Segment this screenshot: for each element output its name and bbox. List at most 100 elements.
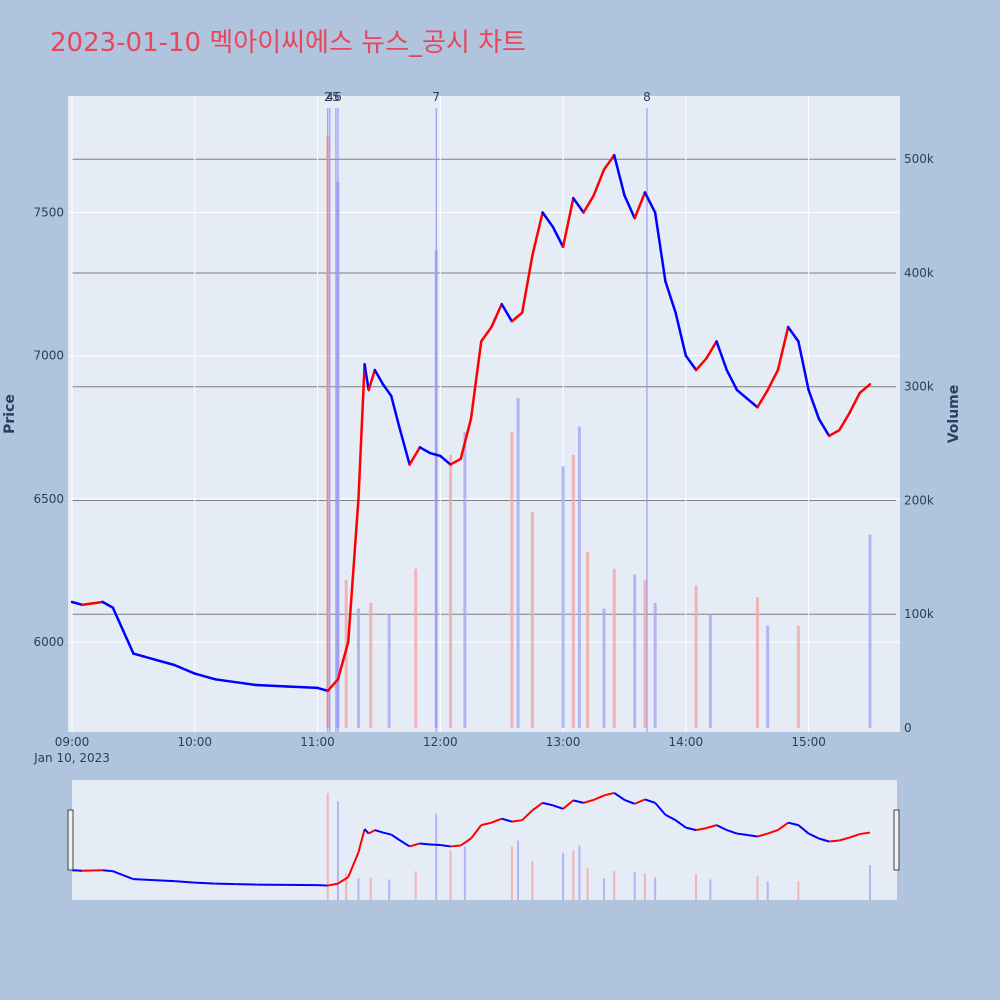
navigator-volume-bar <box>578 845 581 900</box>
volume-bar[interactable] <box>755 597 759 728</box>
volume-bar[interactable] <box>463 432 467 728</box>
price-segment[interactable] <box>705 340 718 360</box>
price-segment[interactable] <box>91 600 104 605</box>
price-segment[interactable] <box>633 191 647 220</box>
price-segment[interactable] <box>428 451 442 458</box>
volume-bar[interactable] <box>356 608 360 728</box>
price-segment[interactable] <box>389 394 401 429</box>
price-segment[interactable] <box>70 600 84 607</box>
price-segment[interactable] <box>807 388 821 420</box>
price-segment[interactable] <box>381 383 393 398</box>
price-segment[interactable] <box>418 446 432 455</box>
volume-bar[interactable] <box>510 432 514 728</box>
price-segment[interactable] <box>541 211 555 229</box>
price-segment[interactable] <box>316 686 330 693</box>
volume-bar[interactable] <box>449 454 453 728</box>
volume-bar[interactable] <box>530 511 534 728</box>
price-segment[interactable] <box>582 194 596 214</box>
price-segment[interactable] <box>838 411 851 432</box>
volume-bar[interactable] <box>387 614 391 728</box>
price-segment[interactable] <box>694 357 708 372</box>
price-segment[interactable] <box>623 194 636 220</box>
price-segment[interactable] <box>132 652 145 658</box>
price-segment[interactable] <box>664 279 677 314</box>
price-segment[interactable] <box>439 454 452 466</box>
navigator-right-handle[interactable] <box>893 809 900 871</box>
price-segment[interactable] <box>254 683 289 688</box>
price-segment[interactable] <box>561 196 575 249</box>
price-segment[interactable] <box>363 363 370 392</box>
price-segment[interactable] <box>357 363 366 501</box>
price-segment[interactable] <box>346 497 360 644</box>
price-segment[interactable] <box>326 678 340 693</box>
volume-bar[interactable] <box>766 625 770 728</box>
price-segment[interactable] <box>285 685 319 690</box>
price-segment[interactable] <box>152 658 176 667</box>
price-segment[interactable] <box>674 311 688 357</box>
volume-bar[interactable] <box>561 466 565 728</box>
price-segment[interactable] <box>490 302 503 329</box>
price-segment[interactable] <box>817 417 831 438</box>
price-segment[interactable] <box>715 340 729 372</box>
volume-bar[interactable] <box>612 568 616 728</box>
price-segment[interactable] <box>213 678 237 684</box>
price-segment[interactable] <box>173 663 197 675</box>
price-segment[interactable] <box>500 302 514 323</box>
price-segment[interactable] <box>520 254 534 314</box>
price-segment[interactable] <box>776 325 790 372</box>
volume-bar[interactable] <box>516 398 520 728</box>
volume-bar[interactable] <box>369 602 373 728</box>
price-segment[interactable] <box>142 655 156 661</box>
price-segment[interactable] <box>336 640 350 681</box>
price-segment[interactable] <box>398 426 411 466</box>
price-segment[interactable] <box>408 446 422 466</box>
volume-bar[interactable] <box>643 580 647 728</box>
price-segment[interactable] <box>510 311 524 323</box>
price-segment[interactable] <box>111 606 125 632</box>
price-segment[interactable] <box>592 168 606 197</box>
price-segment[interactable] <box>735 388 749 400</box>
price-segment[interactable] <box>373 368 385 386</box>
volume-bar[interactable] <box>414 568 418 728</box>
price-segment[interactable] <box>234 680 258 687</box>
price-segment[interactable] <box>449 457 463 466</box>
volume-bar[interactable] <box>571 454 575 728</box>
volume-bar[interactable] <box>796 625 800 728</box>
price-segment[interactable] <box>479 325 493 343</box>
volume-bar[interactable] <box>694 585 698 728</box>
price-segment[interactable] <box>756 388 769 409</box>
price-segment[interactable] <box>827 428 841 438</box>
price-segment[interactable] <box>602 153 616 171</box>
price-segment[interactable] <box>643 191 657 214</box>
price-segment[interactable] <box>766 368 780 392</box>
price-segment[interactable] <box>786 325 800 343</box>
volume-tick-label: 300k <box>904 380 934 394</box>
volume-bar[interactable] <box>602 608 606 728</box>
price-segment[interactable] <box>572 196 585 214</box>
price-segment[interactable] <box>193 672 217 681</box>
price-segment[interactable] <box>531 211 544 257</box>
volume-bar[interactable] <box>633 574 637 728</box>
price-segment[interactable] <box>551 225 565 249</box>
volume-bar[interactable] <box>653 602 657 728</box>
price-segment[interactable] <box>612 153 626 197</box>
price-segment[interactable] <box>101 600 115 609</box>
price-segment[interactable] <box>797 340 810 392</box>
volume-bar[interactable] <box>577 426 581 728</box>
price-segment[interactable] <box>653 211 667 283</box>
volume-bar[interactable] <box>868 534 872 728</box>
price-segment[interactable] <box>469 340 483 420</box>
volume-bar[interactable] <box>708 614 712 728</box>
price-segment[interactable] <box>367 368 377 392</box>
price-segment[interactable] <box>684 354 698 372</box>
volume-bar[interactable] <box>586 551 590 728</box>
price-segment[interactable] <box>459 417 473 461</box>
price-segment[interactable] <box>745 397 759 409</box>
price-segment[interactable] <box>121 629 135 655</box>
navigator-left-handle[interactable] <box>67 809 74 871</box>
price-segment[interactable] <box>858 383 872 395</box>
price-segment[interactable] <box>80 602 94 607</box>
price-segment[interactable] <box>848 391 862 415</box>
price-segment[interactable] <box>725 368 739 392</box>
